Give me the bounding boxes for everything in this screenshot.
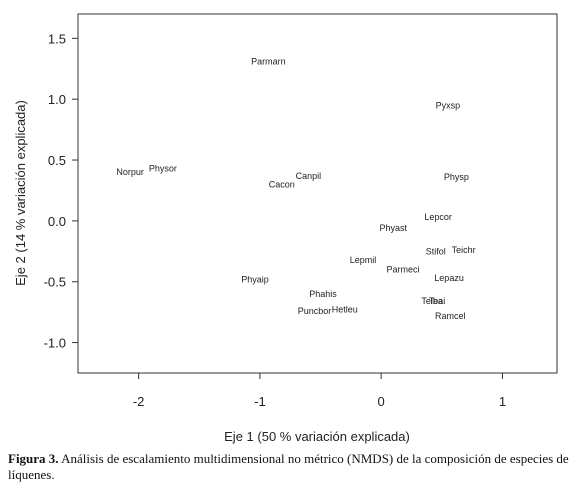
x-axis-title: Eje 1 (50 % variación explicada) bbox=[224, 429, 410, 444]
x-tick-label: -1 bbox=[254, 394, 266, 409]
y-axis-title: Eje 2 (14 % variación explicada) bbox=[13, 100, 28, 286]
species-point-label: Lepmil bbox=[350, 255, 377, 265]
nmds-scatter-chart: 1.5 1.0 0.5 0.0 -0.5 -1.0 -2 -1 0 1 Parmarn Pyxsp… bbox=[13, 13, 558, 444]
figure-caption: Figura 3. Análisis de escalamiento multi… bbox=[8, 451, 570, 483]
species-point-label: Physp bbox=[444, 172, 469, 182]
species-point-label: Stifol bbox=[426, 246, 446, 256]
y-tick-label: 0.5 bbox=[48, 153, 66, 168]
species-point-label: Puncbor bbox=[298, 306, 332, 316]
caption-text: Análisis de escalamiento multidimensiona… bbox=[8, 451, 569, 482]
species-point-label: Canpil bbox=[296, 171, 322, 181]
y-axis: 1.5 1.0 0.5 0.0 -0.5 -1.0 bbox=[44, 31, 78, 351]
species-point-label: Phyast bbox=[380, 223, 408, 233]
y-tick-label: -0.5 bbox=[44, 275, 66, 290]
species-point-label: Parmeci bbox=[386, 265, 419, 275]
species-point-label: Teai bbox=[429, 296, 446, 306]
y-tick-label: -1.0 bbox=[44, 336, 66, 351]
species-point-label: Pyxsp bbox=[436, 100, 461, 110]
y-tick-label: 1.5 bbox=[48, 31, 66, 46]
y-tick-label: 1.0 bbox=[48, 92, 66, 107]
species-point-label: Phyaip bbox=[241, 274, 269, 284]
species-point-label: Telba bbox=[421, 296, 443, 306]
species-point-label: Cacon bbox=[269, 179, 295, 189]
species-point-label: Norpur bbox=[116, 167, 144, 177]
x-tick-label: 1 bbox=[499, 394, 506, 409]
species-point-label: Lepcor bbox=[424, 212, 452, 222]
y-tick-label: 0.0 bbox=[48, 214, 66, 229]
plot-area-frame bbox=[77, 13, 558, 374]
species-point-label: Teichr bbox=[452, 245, 476, 255]
species-point-label: Physor bbox=[149, 164, 177, 174]
species-point-label: Ramcel bbox=[435, 311, 466, 321]
species-point-label: Parmarn bbox=[251, 56, 286, 66]
species-point-label: Hetleu bbox=[332, 305, 358, 315]
species-point-label: Lepazu bbox=[434, 273, 464, 283]
x-tick-label: 0 bbox=[378, 394, 385, 409]
x-axis: -2 -1 0 1 bbox=[133, 373, 506, 409]
x-tick-label: -2 bbox=[133, 394, 145, 409]
species-point-label: Phahis bbox=[309, 289, 337, 299]
caption-label: Figura 3. bbox=[8, 451, 59, 466]
